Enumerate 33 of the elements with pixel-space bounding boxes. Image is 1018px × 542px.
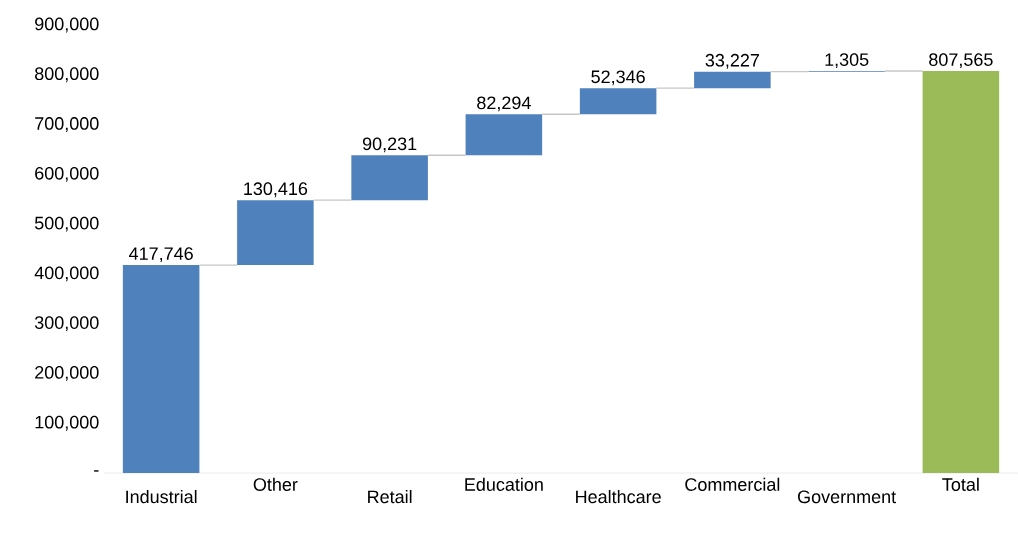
x-tick-label: Other: [253, 477, 298, 491]
x-tick-label: Total: [942, 477, 979, 491]
y-tick-label: 800,000: [35, 67, 99, 83]
bar: [351, 155, 428, 201]
data-label: 82,294: [477, 96, 531, 112]
data-label: 417,746: [129, 247, 193, 263]
y-tick-label: 700,000: [35, 117, 99, 132]
y-tick-label: 500,000: [34, 216, 99, 232]
y-tick-label: 900,000: [35, 17, 99, 33]
data-label: 90,231: [362, 137, 417, 153]
y-tick-label: 200,000: [35, 366, 99, 381]
bar: [922, 71, 1000, 473]
x-tick-label: Commercial: [685, 477, 780, 491]
data-label: 52,346: [591, 70, 645, 86]
y-tick-label: 300,000: [34, 316, 99, 332]
y-tick-label: 400,000: [34, 266, 99, 282]
bar: [237, 200, 314, 266]
y-tick-label: 600,000: [35, 166, 99, 182]
data-label: 1,305: [825, 53, 869, 69]
y-tick-label: 100,000: [35, 415, 99, 431]
bar: [465, 114, 543, 156]
data-label: 130,416: [244, 182, 308, 198]
bar: [694, 71, 771, 89]
x-tick-label: Industrial: [126, 489, 197, 504]
x-tick-label: Healthcare: [576, 489, 661, 504]
x-tick-label: Education: [465, 477, 543, 491]
x-tick-label: Government: [798, 490, 896, 504]
data-label: 33,227: [705, 53, 759, 69]
data-label: 807,565: [929, 53, 993, 69]
bar: [579, 88, 657, 115]
x-tick-label: Retail: [368, 489, 412, 504]
y-tick-label: -: [94, 470, 99, 472]
bar: [122, 265, 200, 473]
